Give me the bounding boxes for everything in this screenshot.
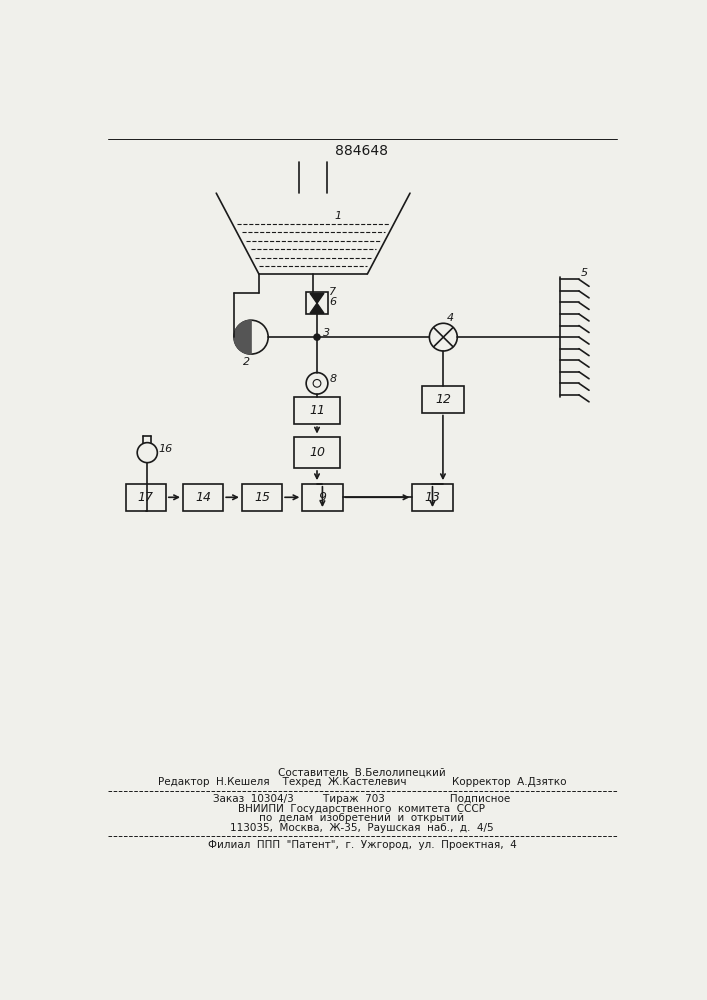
Text: 3: 3 [323,328,330,338]
Bar [126,484,166,511]
Text: 2: 2 [243,357,250,367]
Text: 113035,  Москва,  Ж-35,  Раушская  наб.,  д.  4/5: 113035, Москва, Ж-35, Раушская наб., д. … [230,823,493,833]
Text: 17: 17 [138,491,153,504]
Text: 15: 15 [254,491,270,504]
Polygon shape [310,293,324,303]
Text: 8: 8 [329,374,337,384]
Bar [412,484,452,511]
Text: 11: 11 [309,404,325,417]
Polygon shape [234,320,251,354]
Bar [293,437,340,468]
Bar [242,484,282,511]
Text: 16: 16 [159,444,173,454]
Bar [293,397,340,424]
Text: 12: 12 [435,393,451,406]
Text: 10: 10 [309,446,325,459]
Text: 7: 7 [329,287,337,297]
Text: ВНИИПИ  Государственного  комитета  СССР: ВНИИПИ Государственного комитета СССР [238,804,486,814]
Polygon shape [310,303,324,313]
Text: 5: 5 [581,268,588,278]
Circle shape [314,334,320,340]
Text: 1: 1 [335,211,342,221]
Text: 884648: 884648 [335,144,388,158]
Bar [183,484,223,511]
Bar [421,386,464,413]
Text: 9: 9 [318,491,327,504]
Bar [306,292,328,314]
Bar [303,484,343,511]
Text: 13: 13 [424,491,440,504]
Text: по  делам  изобретений  и  открытий: по делам изобретений и открытий [259,813,464,823]
Text: Заказ  10304/3         Тираж  703                    Подписное: Заказ 10304/3 Тираж 703 Подписное [214,794,510,804]
Text: Составитель  В.Белолипецкий: Составитель В.Белолипецкий [278,768,446,778]
Text: 4: 4 [446,313,454,323]
Text: Филиал  ППП  "Патент",  г.  Ужгород,  ул.  Проектная,  4: Филиал ППП "Патент", г. Ужгород, ул. Про… [208,840,516,850]
Text: 6: 6 [329,297,337,307]
Text: 14: 14 [195,491,211,504]
Text: Редактор  Н.Кешеля    Техред  Ж.Кастелевич              Корректор  А.Дзятко: Редактор Н.Кешеля Техред Ж.Кастелевич Ко… [158,777,566,787]
